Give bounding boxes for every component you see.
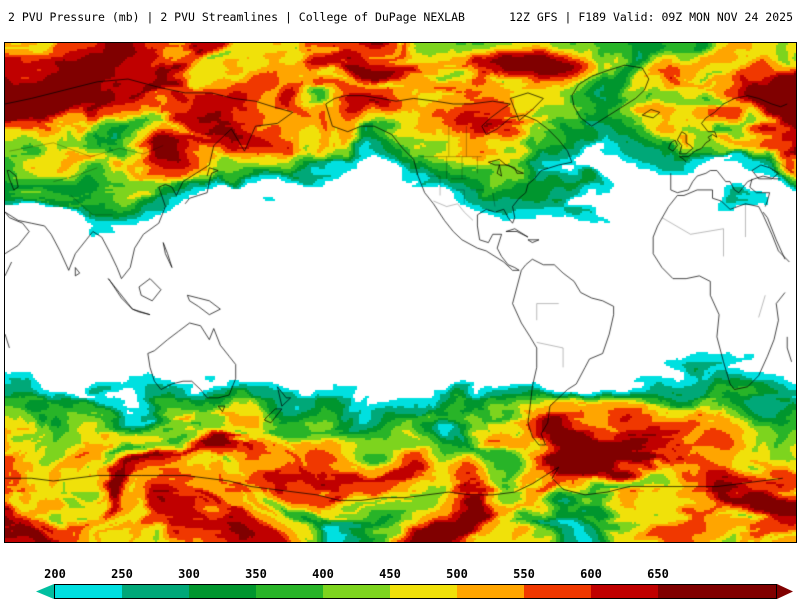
colorbar-segment (524, 585, 591, 598)
colorbar-label: 550 (513, 567, 535, 581)
colorbar-right-arrow-icon (777, 584, 793, 599)
colorbar-segment (591, 585, 658, 598)
colorbar-label: 200 (44, 567, 66, 581)
map-frame (4, 42, 797, 543)
colorbar-label: 400 (312, 567, 334, 581)
colorbar-segment (122, 585, 189, 598)
colorbar: 200 250 300 350 400 450 500 550 600 650 (0, 567, 800, 600)
colorbar-segment (457, 585, 524, 598)
colorbar-label: 650 (647, 567, 669, 581)
colorbar-segment (55, 585, 122, 598)
colorbar-label: 350 (245, 567, 267, 581)
colorbar-label: 300 (178, 567, 200, 581)
colorbar-left-arrow-icon (36, 584, 54, 599)
colorbar-segment (658, 585, 776, 598)
colorbar-segment (189, 585, 256, 598)
world-map-canvas (5, 43, 796, 542)
title-bar: 2 PVU Pressure (mb) | 2 PVU Streamlines … (0, 6, 800, 28)
colorbar-label: 450 (379, 567, 401, 581)
product-title: 2 PVU Pressure (mb) | 2 PVU Streamlines … (8, 10, 465, 24)
colorbar-scale (54, 584, 777, 599)
colorbar-segment (256, 585, 323, 598)
colorbar-label: 250 (111, 567, 133, 581)
run-valid-title: 12Z GFS | F189 Valid: 09Z MON NOV 24 202… (509, 10, 793, 24)
colorbar-labels: 200 250 300 350 400 450 500 550 600 650 (0, 567, 800, 581)
colorbar-label: 500 (446, 567, 468, 581)
colorbar-segment (390, 585, 457, 598)
colorbar-label: 600 (580, 567, 602, 581)
colorbar-segment (323, 585, 390, 598)
